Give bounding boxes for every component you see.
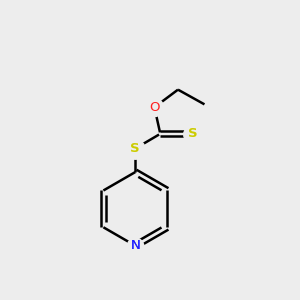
Text: S: S: [188, 127, 198, 140]
Text: O: O: [149, 101, 160, 114]
Text: N: N: [130, 239, 140, 252]
Text: N: N: [130, 239, 140, 252]
Text: S: S: [130, 142, 140, 155]
